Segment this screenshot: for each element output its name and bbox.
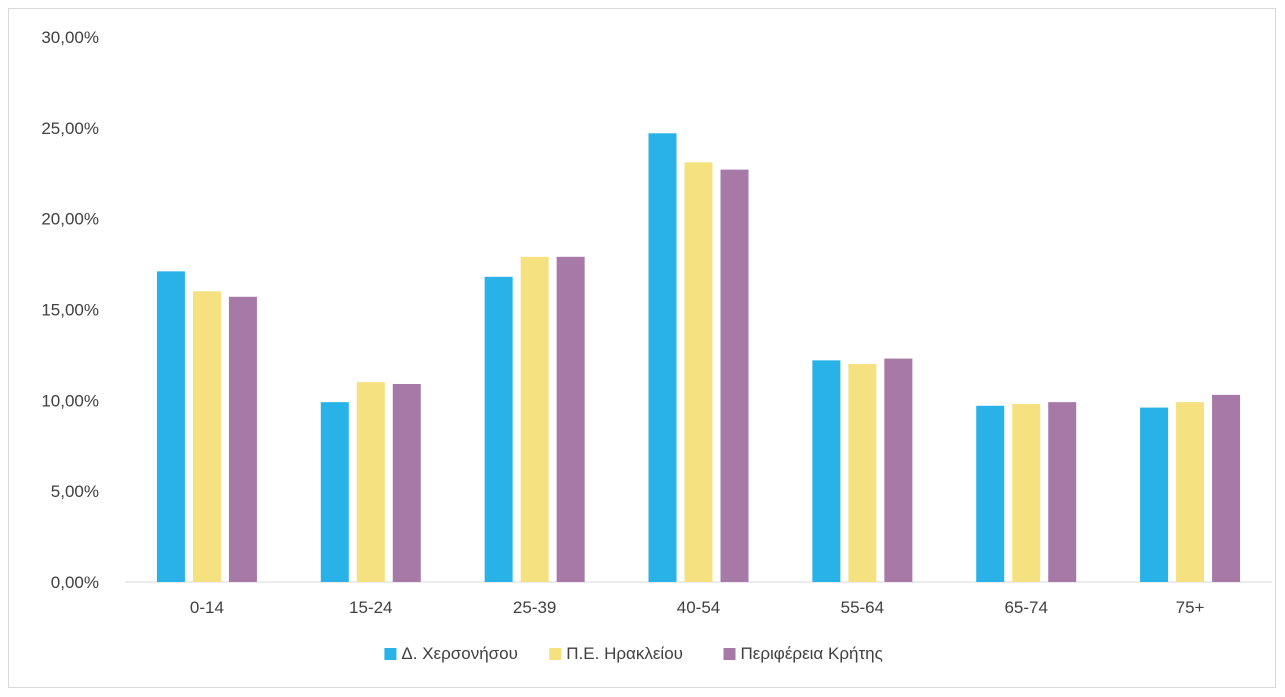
y-tick-label: 15,00% bbox=[41, 301, 99, 320]
x-tick-label: 25-39 bbox=[513, 598, 556, 617]
bar bbox=[1048, 402, 1077, 582]
bar bbox=[1176, 402, 1205, 582]
bar bbox=[556, 256, 585, 582]
bar bbox=[884, 358, 913, 582]
bar bbox=[356, 382, 385, 582]
bar bbox=[228, 296, 257, 582]
y-tick-label: 5,00% bbox=[51, 482, 99, 501]
chart-frame: 0,00% 5,00% 10,00% 15,00% 20,00% 25,00% 30,00%… bbox=[8, 8, 1276, 688]
bar bbox=[520, 256, 549, 582]
bar bbox=[484, 276, 513, 582]
bar bbox=[1212, 394, 1241, 582]
bar bbox=[648, 133, 677, 582]
x-tick-label: 15-24 bbox=[349, 598, 392, 617]
y-tick-label: 20,00% bbox=[41, 210, 99, 229]
y-tick-label: 0,00% bbox=[51, 573, 99, 592]
bar bbox=[192, 291, 221, 582]
bar bbox=[156, 271, 185, 582]
y-tick-label: 25,00% bbox=[41, 119, 99, 138]
bar-chart: 0,00% 5,00% 10,00% 15,00% 20,00% 25,00% 30,00%… bbox=[41, 28, 1272, 663]
legend-swatch bbox=[384, 648, 397, 660]
y-tick-label: 30,00% bbox=[41, 28, 99, 47]
bar bbox=[720, 169, 749, 582]
legend-label: Περιφέρεια Κρήτης bbox=[741, 644, 883, 663]
bar bbox=[392, 383, 421, 582]
bar bbox=[812, 360, 841, 582]
x-tick-label: 75+ bbox=[1176, 598, 1205, 617]
bar bbox=[848, 364, 877, 582]
y-tick-label: 10,00% bbox=[41, 391, 99, 410]
legend-label: Π.Ε. Ηρακλείου bbox=[566, 644, 683, 663]
x-tick-label: 40-54 bbox=[677, 598, 720, 617]
x-tick-label: 55-64 bbox=[841, 598, 884, 617]
bar bbox=[1012, 403, 1041, 582]
legend-swatch bbox=[723, 648, 736, 660]
bar bbox=[976, 405, 1005, 582]
x-tick-label: 0-14 bbox=[190, 598, 224, 617]
bar bbox=[1140, 407, 1169, 582]
legend-label: Δ. Χερσονήσου bbox=[401, 644, 518, 663]
x-tick-label: 65-74 bbox=[1004, 598, 1047, 617]
bar bbox=[684, 162, 713, 582]
bar bbox=[320, 402, 349, 582]
legend-swatch bbox=[549, 648, 562, 660]
